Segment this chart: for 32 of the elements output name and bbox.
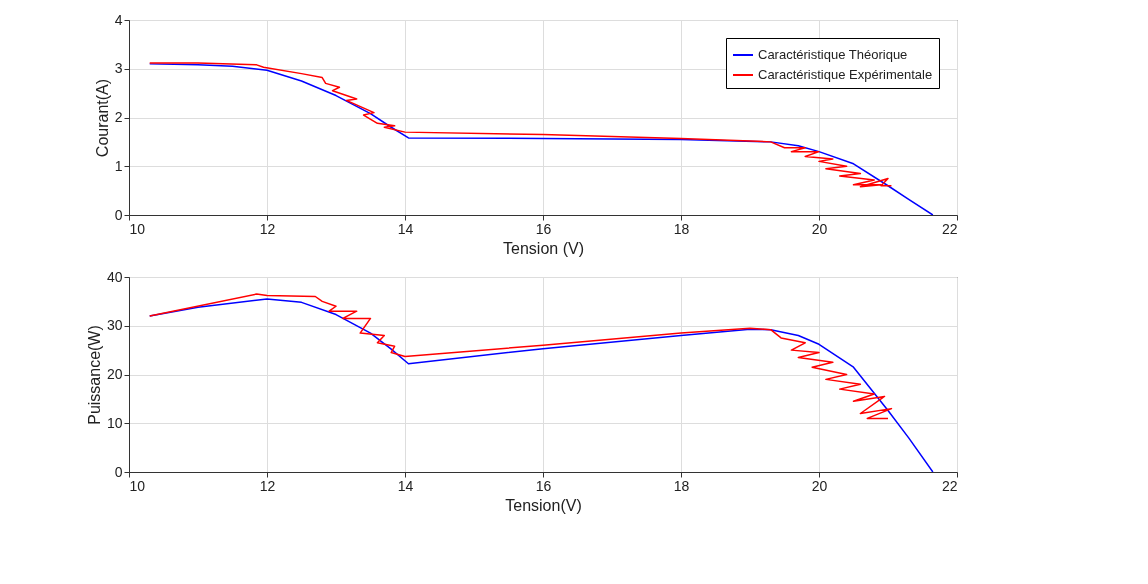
x-tick-label: 18 bbox=[673, 477, 690, 494]
x-tick-label: 14 bbox=[397, 477, 414, 494]
x-tick-label: 14 bbox=[397, 220, 414, 237]
x-tick-label: 16 bbox=[535, 220, 552, 237]
x-tick-label: 22 bbox=[941, 220, 958, 237]
x-tick-label: 12 bbox=[259, 220, 276, 237]
x-tick-label: 18 bbox=[673, 220, 690, 237]
legend-label: Caractéristique Théorique bbox=[758, 47, 908, 62]
x-axis-title: Tension (V) bbox=[503, 239, 584, 257]
x-tick-label: 12 bbox=[259, 477, 276, 494]
x-axis-title: Tension(V) bbox=[505, 496, 582, 514]
x-tick-label: 20 bbox=[811, 220, 828, 237]
y-tick-label: 1 bbox=[114, 157, 123, 174]
y-axis-title: Puissance(W) bbox=[85, 325, 103, 425]
y-tick-label: 0 bbox=[114, 206, 123, 223]
x-tick-label: 22 bbox=[941, 477, 958, 494]
y-tick-label: 40 bbox=[106, 268, 123, 285]
x-tick-label: 20 bbox=[811, 477, 828, 494]
line-series bbox=[148, 293, 893, 420]
legend-label: Caractéristique Expérimentale bbox=[758, 67, 933, 82]
y-tick-label: 0 bbox=[114, 463, 123, 480]
line-series bbox=[148, 63, 934, 215]
y-tick-label: 20 bbox=[106, 366, 123, 382]
y-tick-label: 30 bbox=[106, 317, 123, 334]
x-tick-label: 10 bbox=[129, 220, 146, 237]
x-tick-label: 16 bbox=[535, 477, 552, 494]
y-axis-title: Courant(A) bbox=[93, 78, 111, 158]
y-tick-label: 3 bbox=[114, 60, 123, 77]
y-tick-label: 10 bbox=[106, 414, 123, 431]
x-tick-label: 10 bbox=[129, 477, 146, 494]
y-tick-label: 4 bbox=[114, 11, 123, 28]
y-tick-label: 2 bbox=[114, 109, 123, 125]
